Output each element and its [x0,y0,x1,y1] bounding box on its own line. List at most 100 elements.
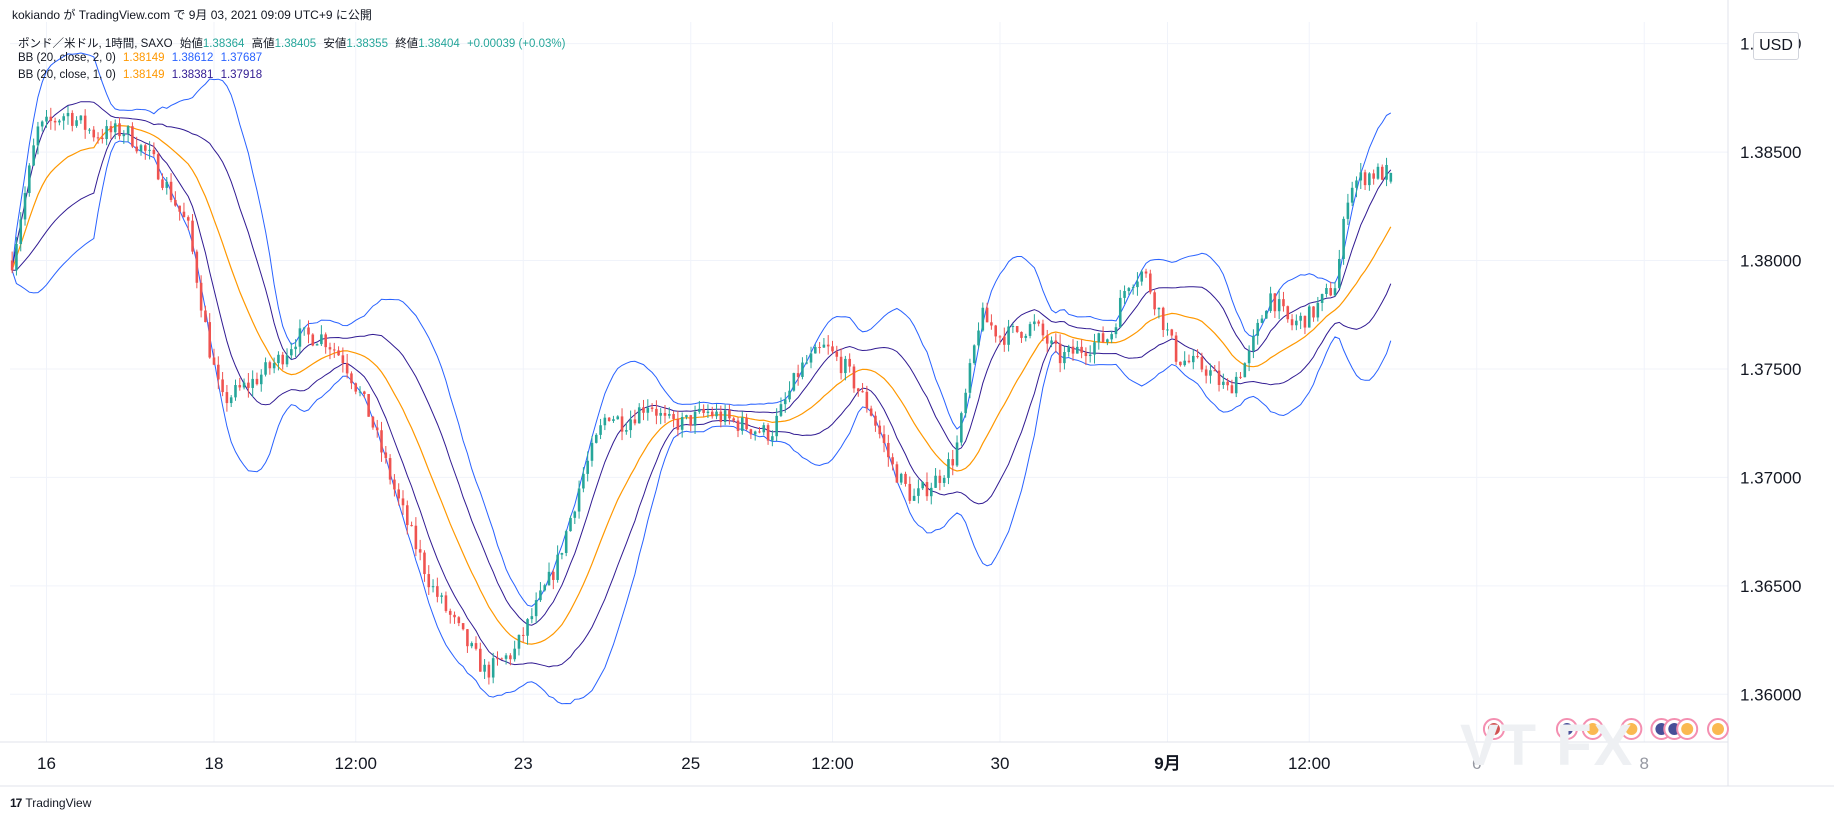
candle-body [363,391,366,395]
candle-body [1131,287,1135,289]
currency-button[interactable]: USD [1753,32,1799,60]
candle-body [539,590,542,601]
bb2-legend[interactable]: BB (20, close, 2, 0) 1.38149 1.38612 1.3… [18,52,266,64]
candle-body [92,129,96,138]
candle-body [1003,336,1006,345]
candle-body [706,411,710,413]
candle-body [1080,346,1083,353]
candle-body [281,354,285,365]
candle-body [977,330,980,346]
candle-body [302,327,306,329]
candle-body [612,419,615,421]
candle-body [1359,172,1363,181]
candle-body [685,415,688,418]
tradingview-logo-icon: 17 [10,796,22,810]
candle-body [1299,315,1302,321]
candle-body [676,419,680,430]
candle-body [410,525,413,527]
change-value: +0.00039 (+0.03%) [466,38,566,50]
candle-body [371,416,375,428]
candle-body [466,629,469,647]
brand-label: TradingView [25,796,92,810]
x-tick-label: 12:00 [811,754,854,773]
candle-body [556,554,559,580]
candle-body [367,394,370,417]
candle-body [792,373,796,391]
bb1-legend[interactable]: BB (20, close, 1, 0) 1.38149 1.38381 1.3… [18,69,266,81]
tradingview-brand[interactable]: 17 TradingView [10,796,91,810]
candle-body [1260,318,1264,323]
candle-body [234,385,237,398]
candle-body [1149,273,1152,293]
candle-body [504,655,508,659]
candle-body [1385,164,1388,180]
candle-body [1346,202,1350,219]
candle-body [869,408,873,416]
candle-body [590,442,594,461]
candle-body [728,410,731,419]
candle-body [594,434,598,443]
candle-body [440,595,443,597]
bb-basis-line [11,124,1392,645]
candle-body [15,243,18,271]
candle-body [49,116,53,121]
candle-body [599,425,602,435]
candle-body [28,165,31,194]
bb2-lower-value: 1.37687 [220,52,263,64]
candle-body [929,487,933,497]
candle-body [1088,354,1092,357]
candle-body [1161,307,1165,330]
candle-body [938,475,942,483]
candle-body [53,120,57,123]
candle-body [1247,350,1251,364]
candle-body [801,362,804,377]
candle-body [1037,321,1040,324]
candle-body [131,126,134,147]
candle-body [917,488,920,496]
candle-body [603,417,607,426]
candle-body [1217,370,1221,385]
candle-body [543,585,547,591]
candle-body [1054,340,1058,344]
candle-body [972,345,976,364]
candle-body [388,458,392,480]
candle-body [418,549,422,553]
candle-body [1256,322,1259,336]
candle-body [874,415,877,426]
candle-body [1295,320,1298,326]
candle-body [715,411,718,417]
bb1-upper-line [11,101,1392,626]
candle-body [771,436,774,441]
candle-body [934,475,937,488]
candle-body [268,362,272,369]
candle-body [698,408,701,412]
candle-body [500,658,504,660]
candle-body [831,346,834,352]
candle-body [1106,339,1109,343]
candle-body [350,373,353,384]
candle-body [1307,306,1311,328]
candle-body [736,420,740,431]
candle-body [526,619,529,636]
symbol-title: ポンド／米ドル, 1時間, SAXO [18,38,173,50]
candle-body [775,415,778,437]
candle-body [1200,357,1204,370]
candle-body [1312,306,1315,318]
candle-body [135,146,138,152]
x-tick-label: 16 [37,754,56,773]
candle-body [178,205,181,212]
candle-body [899,473,903,483]
candle-body [509,655,512,660]
eu-flag-icon [1681,723,1694,735]
candle-body [358,391,362,393]
candle-body [225,392,229,404]
candle-body [174,199,177,206]
candle-body [264,362,267,375]
candle-body [461,623,465,630]
candle-body [311,334,315,346]
candle-body [637,407,641,424]
candle-body [530,616,534,620]
candle-body [1179,361,1182,366]
candle-body [1389,172,1393,182]
